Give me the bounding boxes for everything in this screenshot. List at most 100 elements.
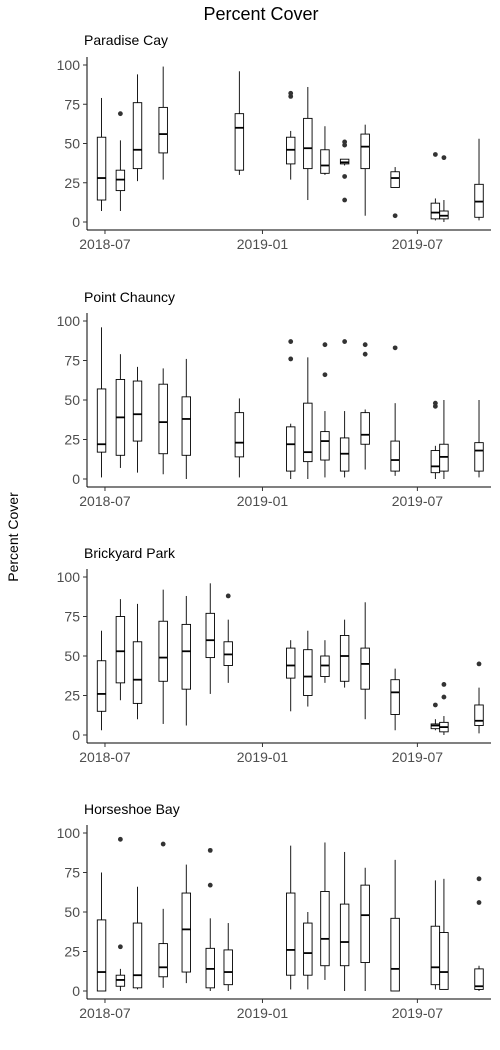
box — [430, 925, 441, 986]
box-plot — [390, 345, 400, 476]
box — [430, 450, 441, 474]
outlier-point — [432, 400, 438, 406]
outlier-point — [342, 339, 348, 344]
box — [320, 149, 330, 174]
box — [339, 635, 350, 682]
box-plot — [303, 357, 313, 479]
x-tick-label: 2018-07 — [79, 493, 131, 509]
box-plot — [339, 619, 350, 688]
box-plot — [320, 842, 330, 980]
x-tick-label: 2019-07 — [392, 236, 444, 252]
box-plot — [115, 599, 126, 701]
box — [132, 102, 143, 170]
box-plot — [430, 702, 441, 731]
x-tick-label: 2019-07 — [392, 749, 444, 765]
box-plot — [181, 864, 191, 984]
box — [360, 647, 370, 690]
x-tick-label: 2019-01 — [237, 749, 289, 765]
box-plot — [439, 682, 449, 735]
x-tick-label: 2019-07 — [392, 493, 444, 509]
y-tick-label: 50 — [64, 648, 80, 664]
box — [132, 641, 143, 704]
y-tick-label: 25 — [64, 688, 80, 704]
box — [286, 647, 296, 679]
box-plot — [96, 97, 107, 212]
box — [181, 396, 191, 456]
panel-title: Point Chauncy — [84, 289, 175, 305]
outlier-point — [342, 139, 348, 145]
y-tick-label: 50 — [64, 136, 80, 152]
box — [181, 623, 191, 690]
x-tick-label: 2019-07 — [392, 1005, 444, 1021]
outlier-point — [322, 342, 328, 348]
box-plot — [115, 354, 126, 468]
x-tick-label: 2019-01 — [237, 1005, 289, 1021]
y-tick-label: 75 — [64, 865, 80, 881]
y-tick-label: 0 — [72, 214, 80, 230]
box — [430, 202, 441, 220]
box-plot — [115, 111, 126, 212]
box — [132, 380, 143, 442]
box-plot — [303, 86, 313, 201]
box-plot — [234, 71, 245, 175]
box-plot — [158, 589, 168, 724]
box-plot — [430, 880, 441, 990]
box — [474, 704, 484, 726]
box — [303, 402, 313, 463]
y-tick-label: 25 — [64, 432, 80, 448]
outlier-point — [160, 841, 166, 847]
y-tick-label: 100 — [57, 57, 81, 73]
outlier-point — [441, 694, 447, 700]
box-plot — [474, 138, 484, 221]
outlier-point — [362, 342, 368, 348]
box — [360, 133, 370, 170]
box-plot — [303, 630, 313, 707]
box — [390, 171, 400, 188]
box-plot — [360, 867, 370, 991]
outlier-point — [207, 882, 213, 888]
box-plot — [96, 327, 107, 478]
box — [439, 932, 449, 990]
outlier-point — [288, 356, 294, 362]
box-plot — [96, 872, 107, 992]
y-tick-label: 50 — [64, 904, 80, 920]
outlier-point — [117, 944, 123, 950]
box-plot — [320, 640, 330, 683]
y-tick-label: 75 — [64, 96, 80, 112]
box-plot — [339, 851, 350, 991]
box-plot — [439, 155, 449, 222]
outlier-point — [476, 876, 482, 882]
x-tick-label: 2018-07 — [79, 1005, 131, 1021]
y-tick-label: 75 — [64, 353, 80, 369]
box-plot — [286, 845, 296, 990]
box — [360, 884, 370, 964]
box-plot — [474, 661, 484, 734]
box — [158, 943, 168, 978]
box-plot — [205, 583, 215, 694]
box-plot — [286, 339, 296, 479]
box — [390, 440, 400, 472]
y-tick-label: 100 — [57, 313, 81, 329]
y-tick-label: 25 — [64, 944, 80, 960]
y-tick-label: 100 — [57, 825, 81, 841]
box-plot — [181, 358, 191, 479]
y-tick-label: 0 — [72, 727, 80, 743]
y-tick-label: 75 — [64, 609, 80, 625]
chart-title: Percent Cover — [203, 4, 318, 24]
box-plot — [132, 603, 143, 720]
box-plot — [474, 876, 484, 991]
box — [320, 891, 330, 967]
x-tick-label: 2018-07 — [79, 749, 131, 765]
box-plot — [132, 366, 143, 473]
box-plot — [474, 400, 484, 478]
box-plot — [115, 836, 126, 991]
x-tick-label: 2019-01 — [237, 236, 289, 252]
box-plot — [158, 841, 168, 988]
y-tick-label: 0 — [72, 983, 80, 999]
box — [96, 136, 107, 201]
box — [96, 919, 107, 992]
outlier-point — [342, 197, 348, 203]
panel-horseshoe-bay: Horseshoe Bay 0 25 50 75 100 2018-07 2019-01 201… — [57, 801, 491, 1021]
outlier-point — [288, 339, 294, 344]
